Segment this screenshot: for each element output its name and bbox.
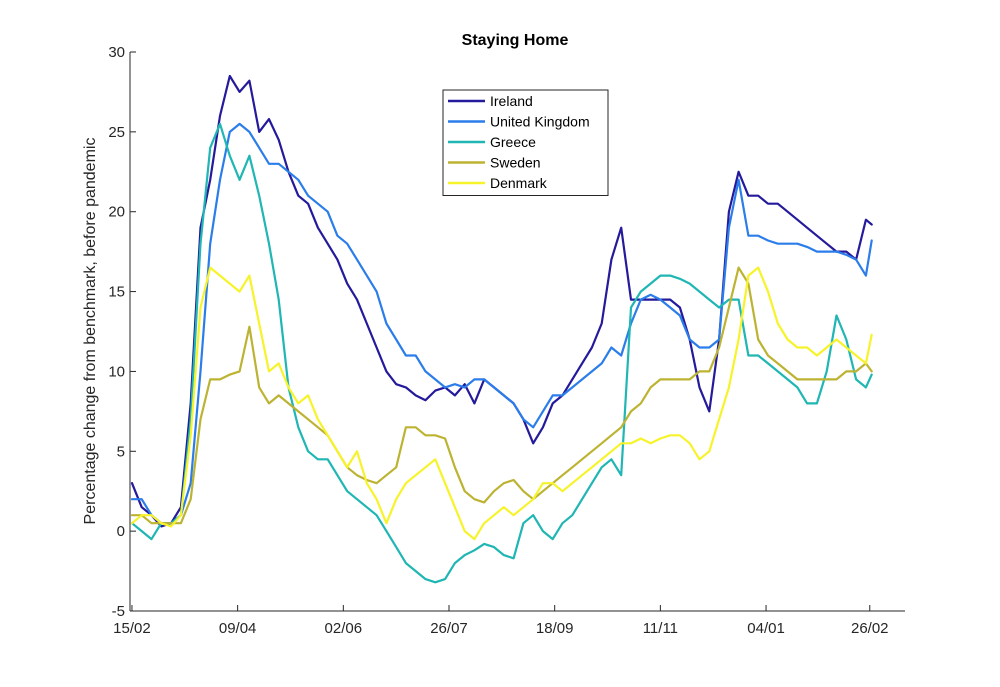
x-tick-label: 09/04 — [219, 620, 257, 637]
series-line-united-kingdom — [130, 122, 873, 525]
legend-entry: Sweden — [490, 155, 541, 171]
y-tick-label: 5 — [117, 443, 125, 460]
y-tick-label: 0 — [117, 523, 125, 540]
legend-entry: Greece — [490, 134, 536, 150]
series-line-denmark — [130, 266, 873, 541]
series-line-sweden — [130, 266, 873, 525]
y-axis-label: Percentage change from benchmark, before… — [82, 138, 99, 525]
series-line-greece — [130, 122, 873, 584]
legend: Ireland United Kingdom Greece Sweden Denmark — [442, 89, 609, 196]
x-tick-label: 02/06 — [325, 620, 363, 637]
axes: -5 0 5 10 15 20 25 30 15/02 09/04 02/06 26/07 18/09 1… — [108, 44, 905, 637]
x-tick-label: 11/11 — [643, 620, 678, 637]
y-tick-label: 10 — [108, 363, 125, 380]
legend-entry: United Kingdom — [490, 114, 590, 130]
chart-title: Staying Home — [462, 32, 569, 49]
legend-entry: Ireland — [490, 93, 533, 109]
y-tick-label: 25 — [108, 124, 125, 141]
x-tick-label: 04/01 — [747, 620, 785, 637]
y-tick-label: 20 — [108, 204, 125, 221]
x-tick-label: 26/07 — [430, 620, 468, 637]
legend-entry: Denmark — [490, 175, 548, 191]
y-tick-label: 15 — [108, 284, 125, 301]
y-tick-label: -5 — [112, 603, 125, 620]
x-tick-label: 18/09 — [536, 620, 574, 637]
x-tick-label: 15/02 — [113, 620, 151, 637]
plot-area — [130, 74, 873, 584]
x-tick-label: 26/02 — [851, 620, 889, 637]
y-tick-label: 30 — [108, 44, 125, 61]
